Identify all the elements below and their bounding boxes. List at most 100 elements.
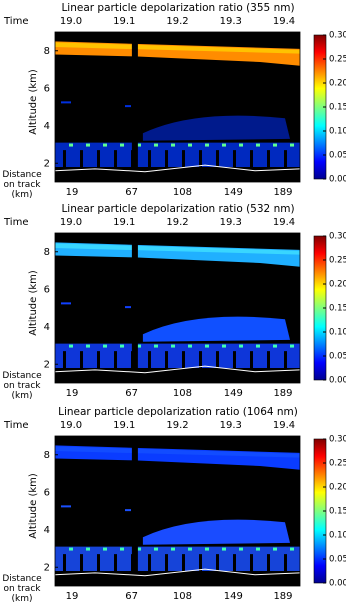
colorbar-tick-label: 0.15 (329, 507, 346, 517)
small-cloud (61, 302, 71, 305)
x2-tick-label: 189 (273, 187, 292, 198)
y-tick-label: 6 (44, 83, 50, 94)
y-tick-label: 2 (44, 359, 50, 370)
low-cloud-gap (80, 554, 83, 571)
ground-line (54, 568, 301, 577)
x2-tick-label: 108 (173, 591, 192, 600)
y-tick-label: 4 (44, 322, 50, 333)
small-cloud (61, 505, 71, 508)
x-tick-label: 19.3 (220, 420, 242, 431)
x2-tick-label: 189 (273, 591, 292, 600)
y-axis-label: Altitude (km) (28, 270, 39, 336)
panel: Linear particle depolarization ratio (35… (3, 2, 346, 198)
panel-title: Linear particle depolarization ratio (10… (58, 406, 298, 418)
low-cloud-gap (216, 150, 219, 167)
x2-tick-label: 149 (224, 388, 243, 399)
colorbar-tick-label: 0.25 (329, 459, 346, 469)
cloud-top-spot (273, 344, 277, 348)
y-tick-label: 4 (44, 525, 50, 536)
low-cloud-gap (80, 351, 83, 368)
y-tick-label: 4 (44, 121, 50, 132)
cloud-top-spot (171, 547, 175, 551)
cloud-top-spot (273, 143, 277, 147)
y-axis-label: Altitude (km) (28, 473, 39, 539)
mid-cloud (142, 519, 290, 545)
cloud-top-spot (239, 143, 243, 147)
cloud-top-spot (290, 344, 294, 348)
low-cloud-gap (199, 554, 202, 571)
cloud-top-spot (205, 143, 209, 147)
ground-line (54, 164, 301, 173)
cloud-top-spot (69, 143, 73, 147)
low-cloud-gap (284, 554, 287, 571)
x2-tick-label: 108 (173, 187, 192, 198)
cloud-top-spot (103, 344, 107, 348)
x-tick-label: 19.1 (113, 217, 135, 228)
cloud-top-spot (137, 344, 141, 348)
x2-tick-label: 19 (66, 591, 79, 600)
x-tick-label: 19.4 (273, 420, 295, 431)
x-tick-label: 19.1 (113, 420, 135, 431)
low-cloud-gap (148, 150, 151, 167)
cloud-top-spot (205, 344, 209, 348)
colorbar-tick-label: 0.00 (329, 175, 346, 185)
cloud-top-spot (154, 143, 158, 147)
colorbar-tick-label: 0.20 (329, 79, 346, 89)
low-cloud-gap (97, 554, 100, 571)
colorbar-tick-label: 0.20 (329, 483, 346, 493)
colorbar-tick-label: 0.25 (329, 256, 346, 266)
cloud-top-spot (171, 143, 175, 147)
low-cloud-gap (199, 351, 202, 368)
low-cloud-gap (284, 150, 287, 167)
low-cloud-gap (233, 351, 236, 368)
low-cloud-gap (267, 150, 270, 167)
x2-axis-label: Distance on track (km) (2, 170, 42, 200)
y-tick-label: 8 (44, 247, 50, 258)
x2-tick-label: 19 (66, 388, 79, 399)
colorbar-tick-label: 0.15 (329, 103, 346, 113)
cloud-top-spot (154, 547, 158, 551)
data-gap (131, 233, 138, 383)
data-gap (131, 436, 138, 586)
data-gap (131, 32, 138, 182)
y-tick-label: 2 (44, 158, 50, 169)
cloud-top-spot (205, 547, 209, 551)
x2-tick-label: 149 (224, 591, 243, 600)
cloud-top-spot (120, 143, 124, 147)
panel: Linear particle depolarization ratio (53… (3, 203, 346, 399)
cloud-top-spot (137, 143, 141, 147)
colorbar-tick-label: 0.05 (329, 352, 346, 362)
cloud-top-spot (69, 547, 73, 551)
x2-tick-label: 19 (66, 187, 79, 198)
y-axis-label: Altitude (km) (28, 69, 39, 135)
x-axis-label: Time (3, 16, 28, 27)
x-tick-label: 19.3 (220, 217, 242, 228)
colorbar-tick-label: 0.00 (329, 376, 346, 386)
y-tick-label: 6 (44, 284, 50, 295)
low-cloud-gap (63, 351, 66, 368)
colorbar-tick-label: 0.20 (329, 280, 346, 290)
panel-title: Linear particle depolarization ratio (35… (61, 2, 294, 14)
colorbar-tick-label: 0.10 (329, 127, 346, 137)
colorbar-tick-label: 0.10 (329, 328, 346, 338)
cloud-top-spot (256, 547, 260, 551)
x-axis-label: Time (3, 217, 28, 228)
x-tick-label: 19.0 (60, 16, 82, 27)
colorbar-tick-label: 0.30 (329, 232, 346, 242)
colorbar-tick-label: 0.05 (329, 555, 346, 565)
cloud-top-spot (171, 344, 175, 348)
upper-layer-edge (55, 42, 300, 54)
x-tick-label: 19.2 (166, 420, 188, 431)
colorbar-tick-label: 0.30 (329, 31, 346, 41)
x-tick-label: 19.2 (166, 217, 188, 228)
low-cloud-gap (284, 351, 287, 368)
low-cloud-gap (182, 351, 185, 368)
low-cloud-gap (63, 150, 66, 167)
colorbar-tick-label: 0.10 (329, 531, 346, 541)
low-cloud-gap (216, 554, 219, 571)
low-cloud-gap (165, 150, 168, 167)
small-cloud (61, 101, 71, 104)
x2-tick-label: 67 (125, 388, 138, 399)
low-cloud-gap (233, 150, 236, 167)
low-cloud-gap (267, 554, 270, 571)
